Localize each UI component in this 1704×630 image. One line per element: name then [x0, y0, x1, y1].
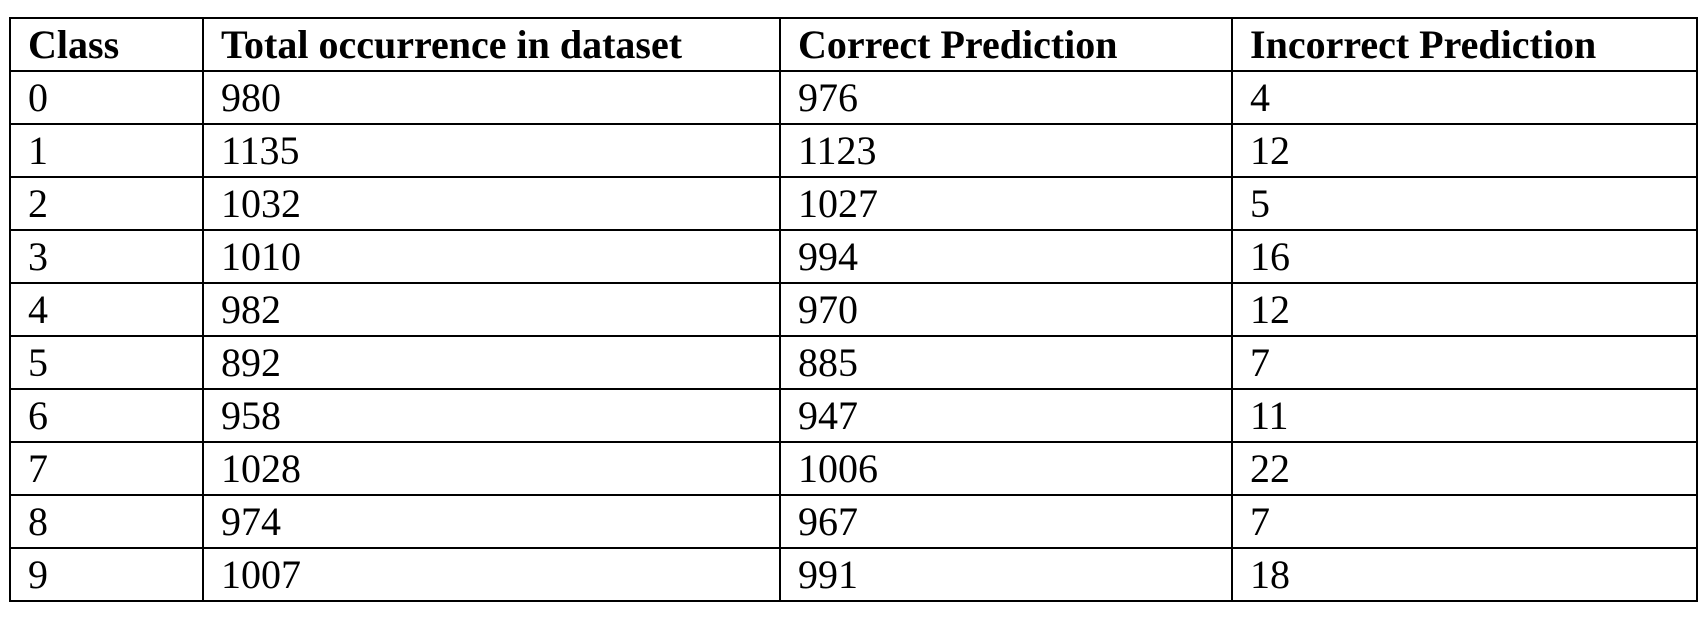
- cell-correct-prediction: 991: [779, 547, 1233, 602]
- header-correct-prediction: Correct Prediction: [779, 17, 1233, 72]
- table-row: 6 958 947 11: [9, 388, 1698, 443]
- cell-incorrect-prediction: 22: [1231, 441, 1698, 496]
- cell-total-occurrence: 958: [202, 388, 781, 443]
- cell-class: 4: [9, 282, 204, 337]
- cell-correct-prediction: 976: [779, 70, 1233, 125]
- table-row: 4 982 970 12: [9, 282, 1698, 337]
- header-class: Class: [9, 17, 204, 72]
- table-body: 0 980 976 4 1 1135 1123 12 2 1032 1027 5 3 1010 994 16 4…: [9, 70, 1698, 602]
- cell-total-occurrence: 1032: [202, 176, 781, 231]
- cell-correct-prediction: 967: [779, 494, 1233, 549]
- cell-correct-prediction: 885: [779, 335, 1233, 390]
- cell-correct-prediction: 1006: [779, 441, 1233, 496]
- cell-total-occurrence: 1135: [202, 123, 781, 178]
- cell-total-occurrence: 980: [202, 70, 781, 125]
- cell-incorrect-prediction: 12: [1231, 282, 1698, 337]
- cell-correct-prediction: 947: [779, 388, 1233, 443]
- cell-class: 8: [9, 494, 204, 549]
- table-row: 8 974 967 7: [9, 494, 1698, 549]
- cell-class: 2: [9, 176, 204, 231]
- cell-class: 5: [9, 335, 204, 390]
- cell-class: 7: [9, 441, 204, 496]
- cell-incorrect-prediction: 4: [1231, 70, 1698, 125]
- cell-total-occurrence: 1010: [202, 229, 781, 284]
- table-row: 3 1010 994 16: [9, 229, 1698, 284]
- cell-incorrect-prediction: 16: [1231, 229, 1698, 284]
- cell-incorrect-prediction: 12: [1231, 123, 1698, 178]
- cell-class: 6: [9, 388, 204, 443]
- cell-incorrect-prediction: 5: [1231, 176, 1698, 231]
- table-row: 5 892 885 7: [9, 335, 1698, 390]
- table-container: Class Total occurrence in dataset Correc…: [9, 17, 1698, 602]
- cell-correct-prediction: 994: [779, 229, 1233, 284]
- cell-correct-prediction: 1027: [779, 176, 1233, 231]
- cell-class: 3: [9, 229, 204, 284]
- cell-total-occurrence: 974: [202, 494, 781, 549]
- table-row: 9 1007 991 18: [9, 547, 1698, 602]
- cell-total-occurrence: 892: [202, 335, 781, 390]
- cell-total-occurrence: 1007: [202, 547, 781, 602]
- table-row: 7 1028 1006 22: [9, 441, 1698, 496]
- cell-class: 1: [9, 123, 204, 178]
- header-incorrect-prediction: Incorrect Prediction: [1231, 17, 1698, 72]
- cell-incorrect-prediction: 7: [1231, 494, 1698, 549]
- prediction-results-table: Class Total occurrence in dataset Correc…: [9, 17, 1698, 602]
- cell-class: 0: [9, 70, 204, 125]
- cell-incorrect-prediction: 7: [1231, 335, 1698, 390]
- cell-correct-prediction: 970: [779, 282, 1233, 337]
- cell-total-occurrence: 1028: [202, 441, 781, 496]
- table-row: 0 980 976 4: [9, 70, 1698, 125]
- cell-class: 9: [9, 547, 204, 602]
- cell-incorrect-prediction: 11: [1231, 388, 1698, 443]
- cell-total-occurrence: 982: [202, 282, 781, 337]
- header-total-occurrence: Total occurrence in dataset: [202, 17, 781, 72]
- table-header-row: Class Total occurrence in dataset Correc…: [9, 17, 1698, 72]
- table-row: 1 1135 1123 12: [9, 123, 1698, 178]
- cell-incorrect-prediction: 18: [1231, 547, 1698, 602]
- table-row: 2 1032 1027 5: [9, 176, 1698, 231]
- cell-correct-prediction: 1123: [779, 123, 1233, 178]
